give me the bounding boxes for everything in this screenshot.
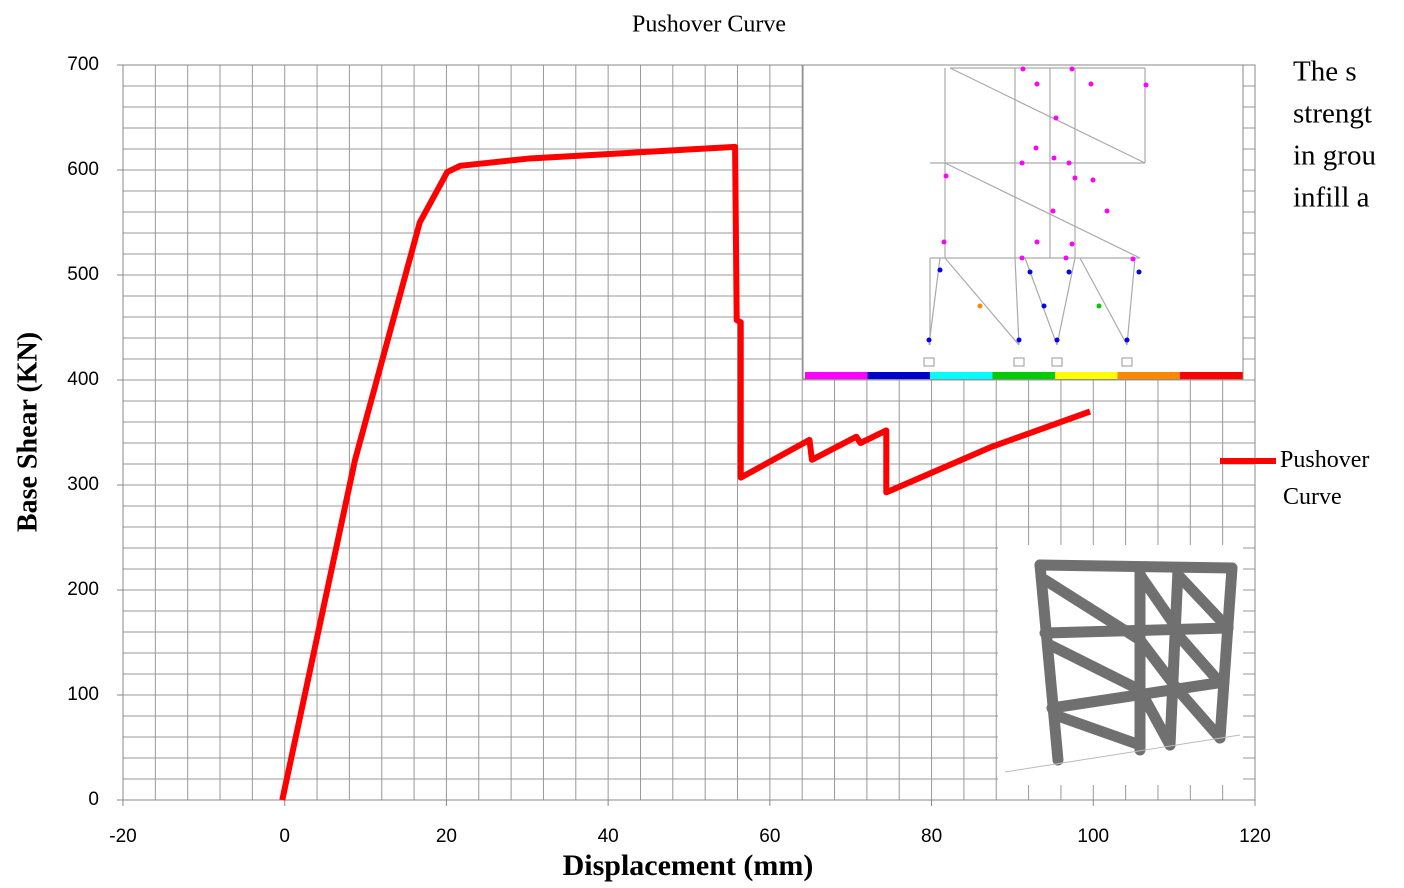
inset-hinge bbox=[1067, 270, 1072, 275]
inset-hinge bbox=[1021, 67, 1026, 72]
y-tick-label: 200 bbox=[67, 579, 99, 600]
chart-title: Pushover Curve bbox=[632, 12, 786, 38]
y-tick-label: 400 bbox=[67, 369, 99, 390]
inset-hinge bbox=[1064, 256, 1069, 261]
inset-hinge bbox=[1091, 178, 1096, 183]
inset-frame bbox=[803, 65, 1243, 379]
inset-hinge bbox=[942, 240, 947, 245]
inset-hinge bbox=[1052, 156, 1057, 161]
inset-hinge bbox=[1125, 338, 1130, 343]
inset-hinge bbox=[1028, 270, 1033, 275]
inset-hinge bbox=[978, 304, 983, 309]
inset-hinge bbox=[1054, 116, 1059, 121]
inset-hinge bbox=[944, 174, 949, 179]
side-text: in grou bbox=[1293, 140, 1376, 172]
inset-hinge bbox=[1070, 242, 1075, 247]
y-tick-label: 500 bbox=[67, 264, 99, 285]
y-tick-label: 600 bbox=[67, 159, 99, 180]
y-tick-label: 300 bbox=[67, 474, 99, 495]
y-tick-label: 700 bbox=[67, 54, 99, 75]
inset-color-bar bbox=[993, 372, 1056, 379]
x-tick-label: 20 bbox=[436, 826, 457, 847]
side-text: The s bbox=[1293, 56, 1357, 88]
x-tick-label: 80 bbox=[921, 826, 942, 847]
inset-color-bar bbox=[868, 372, 931, 379]
y-tick-label: 0 bbox=[88, 789, 99, 810]
inset-color-bar bbox=[1118, 372, 1181, 379]
inset-hinge bbox=[1097, 304, 1102, 309]
inset-hinge bbox=[1105, 209, 1110, 214]
inset-color-bar bbox=[1055, 372, 1118, 379]
inset-hinge bbox=[1073, 176, 1078, 181]
side-text: infill a bbox=[1293, 182, 1370, 214]
inset-hinge bbox=[1067, 161, 1072, 166]
inset-hinge-diagram bbox=[803, 65, 1243, 379]
x-tick-label: -20 bbox=[109, 826, 136, 847]
inset-hinge bbox=[1131, 257, 1136, 262]
inset-hinge bbox=[1070, 67, 1075, 72]
x-tick-label: 60 bbox=[759, 826, 780, 847]
inset-hinge bbox=[1034, 146, 1039, 151]
inset-color-bar bbox=[805, 372, 868, 379]
inset-hinge bbox=[1042, 304, 1047, 309]
y-axis-label: Base Shear (KN) bbox=[12, 332, 43, 532]
side-text: strengt bbox=[1293, 98, 1372, 130]
inset-hinge bbox=[1035, 240, 1040, 245]
inset-hinge bbox=[1089, 82, 1094, 87]
inset-hinge bbox=[1051, 209, 1056, 214]
x-tick-label: 40 bbox=[598, 826, 619, 847]
inset-color-bar bbox=[930, 372, 993, 379]
inset-hinge bbox=[1137, 270, 1142, 275]
inset-hinge bbox=[1020, 256, 1025, 261]
x-tick-label: 0 bbox=[279, 826, 290, 847]
inset-hinge bbox=[938, 268, 943, 273]
page: {"chart_data": {"type": "line", "title":… bbox=[0, 0, 1404, 888]
inset-hinge bbox=[1144, 83, 1149, 88]
inset-color-bar bbox=[1180, 372, 1243, 379]
inset-hinge bbox=[1055, 338, 1060, 343]
chart: Pushover Curve Displacement (mm) Base Sh… bbox=[0, 0, 1404, 888]
x-tick-label: 100 bbox=[1077, 826, 1109, 847]
x-axis-label: Displacement (mm) bbox=[563, 849, 814, 882]
inset-hinge bbox=[1020, 161, 1025, 166]
inset-hinge bbox=[1035, 82, 1040, 87]
inset-hinge bbox=[927, 338, 932, 343]
x-tick-label: 120 bbox=[1239, 826, 1271, 847]
inset-hinge bbox=[1017, 338, 1022, 343]
y-tick-label: 100 bbox=[67, 684, 99, 705]
inset-3d-frame bbox=[998, 545, 1243, 785]
